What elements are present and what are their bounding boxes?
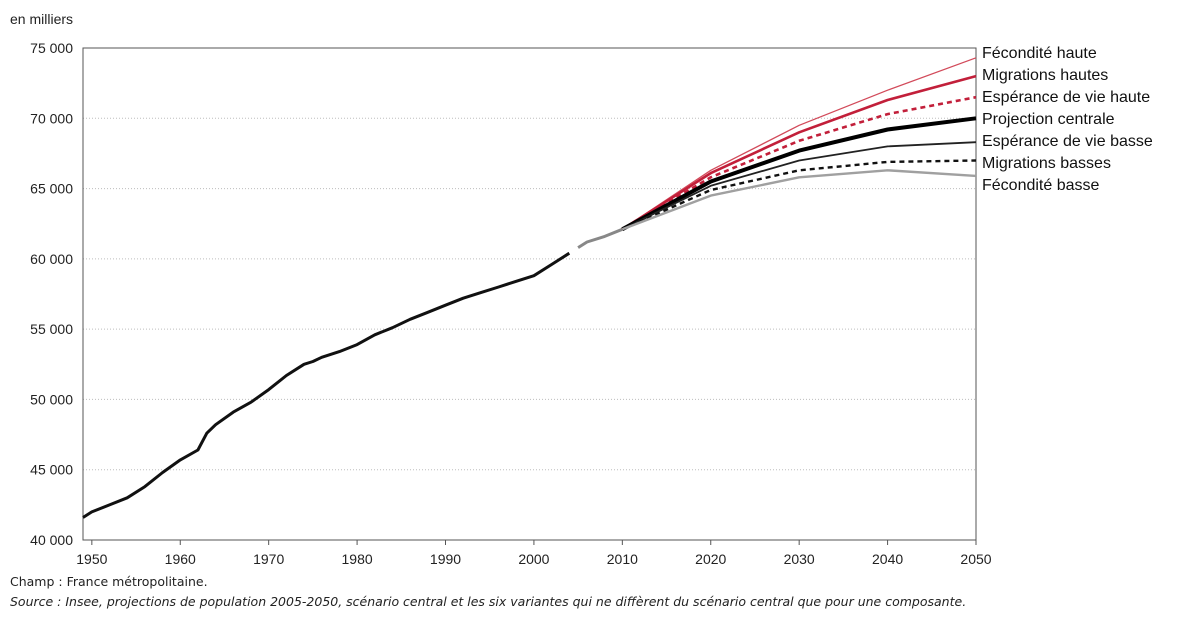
series-label-projection-centrale: Projection centrale (982, 111, 1115, 128)
plot-frame (82, 47, 977, 541)
x-tick-label: 1970 (253, 551, 284, 567)
y-tick-label: 75 000 (30, 40, 73, 56)
y-tick-label: 50 000 (30, 391, 73, 407)
y-axis-ticks: 40 000 45 000 50 000 55 000 60 000 65 000 70 0… (30, 40, 73, 548)
x-tick-label: 2050 (960, 551, 991, 567)
y-tick-label: 40 000 (30, 532, 73, 548)
y-tick-label: 55 000 (30, 321, 73, 337)
series-label-fecondite-basse: Fécondité basse (982, 177, 1100, 194)
series-label-fecondite-haute: Fécondité haute (982, 45, 1097, 62)
series-line-migrations-basses (621, 159, 977, 231)
series-label-migrations-hautes: Migrations hautes (982, 67, 1108, 84)
y-tick-label: 45 000 (30, 462, 73, 478)
x-tick-label: 1950 (76, 551, 107, 567)
y-tick-label: 65 000 (30, 181, 73, 197)
series-line-fecondite-haute (621, 57, 977, 230)
series-line-migrations-hautes (621, 74, 977, 231)
x-tick-label: 2000 (518, 551, 549, 567)
series-label-esperance-de-vie-basse: Espérance de vie basse (982, 133, 1153, 150)
series-label-migrations-basses: Migrations basses (982, 155, 1111, 172)
data-lines (82, 57, 977, 519)
series-line-historical (82, 251, 571, 519)
series-line-projection-centrale (621, 116, 977, 232)
population-chart: en milliers 40 000 45 000 50 000 55 000 60 0… (10, 11, 1153, 567)
series-line-esperance-de-vie-basse (621, 141, 977, 231)
series-line-projection-start (577, 227, 623, 249)
series-label-esperance-de-vie-haute: Espérance de vie haute (982, 89, 1150, 106)
x-axis-ticks: 1950 1960 1970 1980 1990 2000 2010 2020 2030 2040… (76, 540, 992, 567)
x-tick-label: 2040 (872, 551, 903, 567)
series-labels: Fécondité haute Migrations hautes Espéranc… (982, 45, 1153, 194)
x-tick-label: 1980 (342, 551, 373, 567)
y-tick-label: 70 000 (30, 110, 73, 126)
series-line-fecondite-basse (621, 169, 977, 231)
x-tick-label: 1990 (430, 551, 461, 567)
y-tick-label: 60 000 (30, 251, 73, 267)
gridlines (83, 117, 976, 471)
x-tick-label: 2030 (784, 551, 815, 567)
chart-notes: Champ : France métropolitaine. Source : … (10, 572, 1200, 612)
x-tick-label: 2020 (695, 551, 726, 567)
x-tick-label: 2010 (607, 551, 638, 567)
x-tick-label: 1960 (165, 551, 196, 567)
series-line-esperance-de-vie-haute (621, 95, 977, 231)
source-note: Source : Insee, projections de populatio… (10, 594, 967, 609)
champ-note: Champ : France métropolitaine. (10, 574, 208, 589)
y-unit-label: en milliers (10, 11, 73, 27)
